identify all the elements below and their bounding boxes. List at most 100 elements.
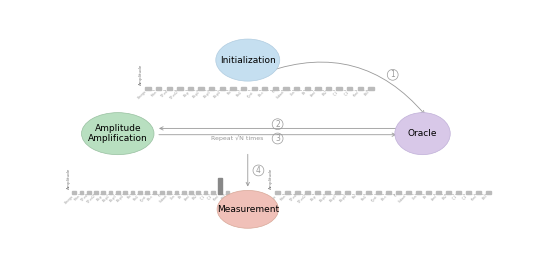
Text: TV-col2: TV-col2	[85, 194, 96, 204]
Text: Mem: Mem	[73, 194, 81, 202]
Text: K_rot: K_rot	[139, 194, 147, 202]
Bar	[167, 191, 171, 194]
FancyArrowPatch shape	[160, 127, 397, 130]
Bar	[283, 87, 289, 90]
Bar	[167, 87, 172, 90]
Text: Put: Put	[126, 194, 133, 200]
Text: Put2: Put2	[236, 90, 244, 97]
Text: Repeat √N times: Repeat √N times	[211, 135, 263, 141]
Text: Mem: Mem	[280, 194, 288, 202]
Text: C_2: C_2	[343, 90, 350, 97]
Bar	[199, 87, 204, 90]
Bar	[145, 191, 149, 194]
Bar	[326, 87, 331, 90]
Bar	[102, 191, 105, 194]
Text: Bit2: Bit2	[441, 194, 448, 201]
Bar	[241, 87, 246, 90]
Text: Amplitude: Amplitude	[67, 168, 71, 189]
Bar	[226, 191, 229, 194]
Text: K: K	[158, 194, 162, 198]
Text: K: K	[271, 90, 276, 94]
Text: Bit-p: Bit-p	[96, 194, 103, 202]
Text: Bit-p2: Bit-p2	[102, 194, 111, 203]
Bar	[456, 191, 461, 194]
Text: Bit-p4: Bit-p4	[339, 194, 348, 203]
Text: Mem: Mem	[151, 90, 158, 98]
Text: Bit-p3: Bit-p3	[202, 90, 212, 99]
Text: 2: 2	[275, 120, 280, 129]
Ellipse shape	[395, 113, 450, 155]
Text: Bit3: Bit3	[221, 194, 228, 201]
Bar	[315, 87, 321, 90]
Text: Bit-p2: Bit-p2	[319, 194, 328, 203]
Bar	[182, 191, 185, 194]
Text: TV-col: TV-col	[289, 194, 298, 203]
Bar	[315, 191, 321, 194]
Text: k(m): k(m)	[310, 90, 318, 98]
Text: Subset: Subset	[398, 194, 408, 204]
Bar	[295, 191, 300, 194]
Text: Bit: Bit	[178, 194, 184, 200]
Text: Put: Put	[227, 90, 233, 96]
Bar	[189, 191, 193, 194]
Text: TV-col2: TV-col2	[298, 194, 308, 204]
Bar	[72, 191, 76, 194]
Bar	[305, 191, 310, 194]
Bar	[174, 191, 178, 194]
Text: Bit-p3: Bit-p3	[109, 194, 118, 203]
Text: Put: Put	[352, 194, 358, 200]
Text: k(m): k(m)	[183, 194, 191, 202]
Text: Omega: Omega	[267, 194, 278, 204]
Bar	[358, 87, 363, 90]
Text: Bit2: Bit2	[191, 194, 199, 201]
Text: 4: 4	[256, 166, 261, 175]
Text: Bit-p3: Bit-p3	[329, 194, 338, 203]
Text: Put2: Put2	[133, 194, 140, 201]
Text: Bit-p4: Bit-p4	[213, 90, 222, 99]
Text: Amplitude
Amplification: Amplitude Amplification	[88, 124, 147, 143]
Text: K(m): K(m)	[353, 90, 360, 98]
Text: Bit-s: Bit-s	[257, 90, 265, 97]
Text: K(m): K(m)	[471, 194, 478, 202]
Bar	[326, 191, 331, 194]
Text: Con: Con	[411, 194, 418, 201]
Bar	[446, 191, 451, 194]
Bar	[294, 87, 299, 90]
Bar	[337, 87, 342, 90]
Bar	[145, 87, 151, 90]
Text: Amplitude: Amplitude	[269, 168, 273, 189]
Bar	[416, 191, 421, 194]
Bar	[436, 191, 441, 194]
Bar	[366, 191, 371, 194]
Bar	[177, 87, 183, 90]
Text: Bit: Bit	[422, 194, 428, 200]
Bar	[251, 87, 257, 90]
Bar	[285, 191, 290, 194]
Text: Put2: Put2	[361, 194, 368, 201]
Bar	[486, 191, 491, 194]
Ellipse shape	[216, 39, 280, 81]
Bar	[355, 191, 361, 194]
Text: TV-col2: TV-col2	[169, 90, 180, 100]
Bar	[131, 191, 134, 194]
Text: TV-col: TV-col	[80, 194, 89, 203]
Text: Subset: Subset	[276, 90, 286, 100]
Bar	[406, 191, 411, 194]
Text: Subset: Subset	[159, 194, 169, 204]
Text: Oracle: Oracle	[408, 129, 437, 138]
Text: C_1: C_1	[452, 194, 458, 201]
Bar	[336, 191, 340, 194]
Bar	[275, 191, 280, 194]
Text: Omega: Omega	[64, 194, 74, 204]
Bar	[204, 191, 207, 194]
FancyArrowPatch shape	[267, 62, 425, 114]
Text: Con: Con	[290, 90, 296, 97]
Bar	[476, 191, 481, 194]
Text: K_rot: K_rot	[246, 90, 254, 98]
Text: Initialization: Initialization	[220, 56, 276, 65]
Bar	[395, 191, 400, 194]
Text: K(m): K(m)	[212, 194, 220, 202]
Bar	[230, 87, 235, 90]
Bar	[156, 87, 161, 90]
FancyArrowPatch shape	[159, 133, 395, 136]
